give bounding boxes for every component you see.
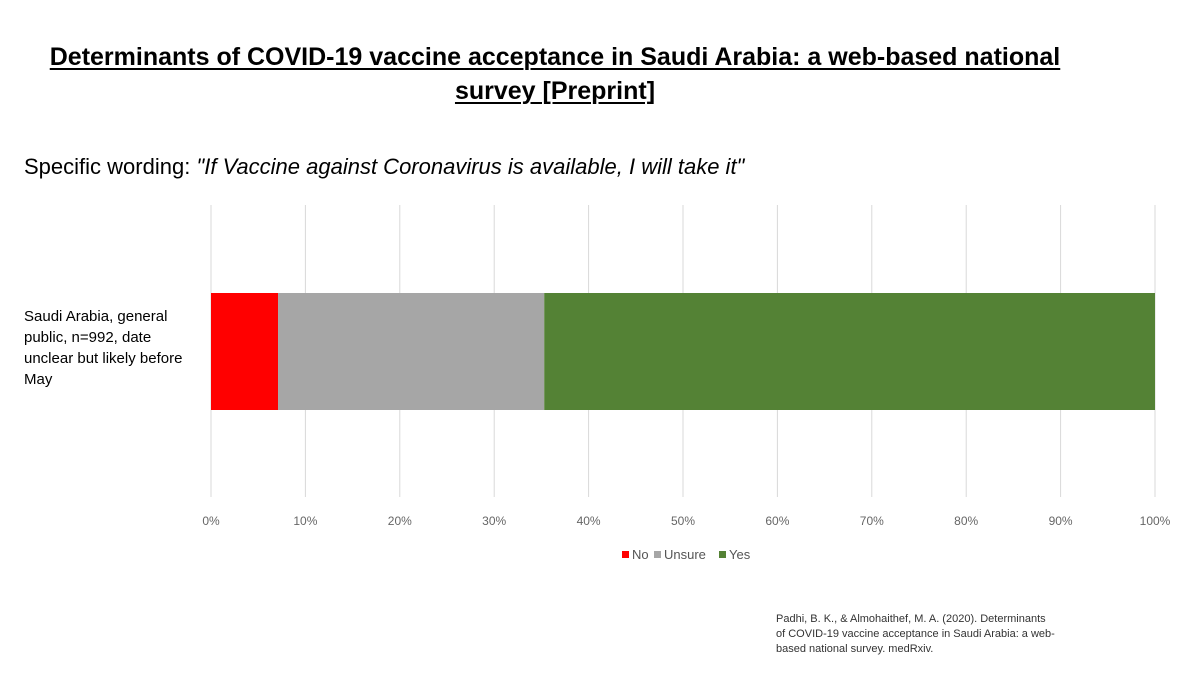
bar-segment-unsure <box>278 293 545 410</box>
x-tick-label: 80% <box>954 514 978 528</box>
title-line-1: Determinants of COVID-19 vaccine accepta… <box>49 43 1061 71</box>
x-tick-label: 50% <box>671 514 695 528</box>
x-tick-label: 70% <box>860 514 884 528</box>
chart-subtitle: Specific wording: "If Vaccine against Co… <box>24 154 744 180</box>
x-tick-label: 40% <box>577 514 601 528</box>
citation-line-1: Padhi, B. K., & Almohaithef, M. A. (2020… <box>776 613 1046 625</box>
subtitle-prefix: Specific wording: <box>24 154 197 179</box>
citation-line-2: of COVID-19 vaccine acceptance in Saudi … <box>776 628 1055 640</box>
title-line-2: survey [Preprint] <box>454 77 656 105</box>
x-tick-label: 20% <box>388 514 412 528</box>
x-tick-label: 10% <box>293 514 317 528</box>
x-tick-label: 60% <box>765 514 789 528</box>
citation: Padhi, B. K., & Almohaithef, M. A. (2020… <box>776 612 1126 657</box>
bar-segment-no <box>211 293 279 410</box>
x-tick-label: 90% <box>1049 514 1073 528</box>
legend-label-unsure: Unsure <box>664 547 706 562</box>
citation-line-3: based national survey. medRxiv. <box>776 643 934 655</box>
x-tick-label: 30% <box>482 514 506 528</box>
x-tick-label: 0% <box>202 514 220 528</box>
bar-segment-yes <box>544 293 1155 410</box>
legend-swatch-no <box>622 551 629 558</box>
chart-title: Determinants of COVID-19 vaccine accepta… <box>0 40 1110 108</box>
category-label: Saudi Arabia, general public, n=992, dat… <box>24 308 183 388</box>
legend-swatch-yes <box>719 551 726 558</box>
subtitle-quote: "If Vaccine against Coronavirus is avail… <box>196 154 745 179</box>
legend-label-yes: Yes <box>729 547 751 562</box>
x-tick-label: 100% <box>1140 514 1171 528</box>
legend-swatch-unsure <box>654 551 661 558</box>
legend-label-no: No <box>632 547 649 562</box>
